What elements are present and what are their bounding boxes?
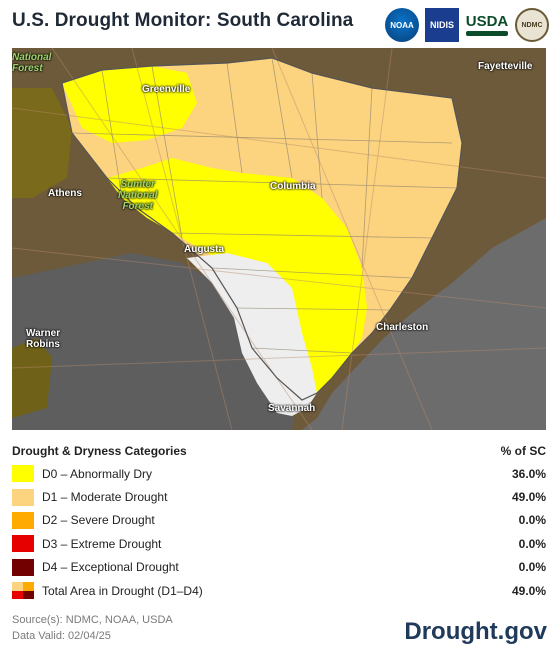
map-label-charleston: Charleston bbox=[376, 322, 429, 333]
forest-patch-southwest bbox=[12, 338, 52, 418]
map-label-savannah: Savannah bbox=[268, 403, 316, 414]
source-text: Source(s): NDMC, NOAA, USDA bbox=[12, 614, 173, 626]
map-label-fayetteville: Fayetteville bbox=[478, 61, 533, 72]
legend-value-d1: 49.0% bbox=[511, 490, 546, 505]
map-label-columbia: Columbia bbox=[270, 181, 316, 192]
drought-map[interactable]: National Forest Fayetteville Greenville … bbox=[12, 48, 546, 430]
drought-gov-link[interactable]: Drought.gov bbox=[404, 618, 547, 645]
sc-d0-upstate bbox=[62, 66, 197, 143]
legend-value-d0: 36.0% bbox=[511, 466, 546, 481]
legend-value-d2: 0.0% bbox=[518, 513, 546, 528]
legend-swatch-d1 bbox=[12, 488, 34, 506]
legend-value-total: 49.0% bbox=[511, 583, 546, 598]
map-label-sumter-forest: Sumter National Forest bbox=[118, 179, 158, 212]
map-label-warner-robins: Warner Robins bbox=[26, 328, 61, 350]
forest-patch-west bbox=[12, 88, 72, 198]
legend-value-d4: 0.0% bbox=[518, 560, 546, 575]
map-label-national-forest: National Forest bbox=[12, 52, 52, 74]
usda-logo-bar bbox=[466, 31, 508, 36]
nidis-logo[interactable]: NIDIS bbox=[425, 8, 459, 42]
legend-row-d3: D3 – Extreme Drought 0.0% bbox=[12, 532, 546, 555]
legend-heading: Drought & Dryness Categories bbox=[12, 444, 187, 458]
legend-label-d4: D4 – Exceptional Drought bbox=[42, 560, 179, 575]
legend-value-d3: 0.0% bbox=[518, 536, 546, 551]
logo-bar: NOAA NIDIS USDA NDMC bbox=[385, 8, 549, 42]
legend-label-d2: D2 – Severe Drought bbox=[42, 513, 155, 528]
legend-label-total: Total Area in Drought (D1–D4) bbox=[42, 583, 203, 598]
legend-header: Drought & Dryness Categories % of SC bbox=[12, 440, 546, 462]
footer-source: Source(s): NDMC, NOAA, USDA Data Valid: … bbox=[12, 612, 173, 644]
header: U.S. Drought Monitor: South Carolina NOA… bbox=[0, 0, 559, 46]
legend: Drought & Dryness Categories % of SC D0 … bbox=[12, 440, 546, 602]
ndmc-logo[interactable]: NDMC bbox=[515, 8, 549, 42]
legend-pct-heading: % of SC bbox=[500, 444, 546, 458]
legend-swatch-total bbox=[12, 582, 34, 600]
map-label-augusta: Augusta bbox=[184, 244, 224, 255]
legend-swatch-d4 bbox=[12, 558, 34, 576]
legend-row-d4: D4 – Exceptional Drought 0.0% bbox=[12, 556, 546, 579]
legend-row-d2: D2 – Severe Drought 0.0% bbox=[12, 509, 546, 532]
county-lines bbox=[71, 57, 458, 354]
legend-swatch-d0 bbox=[12, 465, 34, 483]
valid-date-text: Data Valid: 02/04/25 bbox=[12, 630, 111, 642]
map-svg bbox=[12, 48, 546, 430]
legend-label-d1: D1 – Moderate Drought bbox=[42, 490, 168, 505]
legend-row-total: Total Area in Drought (D1–D4) 49.0% bbox=[12, 579, 546, 602]
legend-row-d1: D1 – Moderate Drought 49.0% bbox=[12, 485, 546, 508]
map-label-greenville: Greenville bbox=[142, 84, 191, 95]
sc-outline bbox=[61, 57, 463, 401]
page-title: U.S. Drought Monitor: South Carolina bbox=[12, 10, 354, 31]
legend-swatch-d2 bbox=[12, 511, 34, 529]
legend-row-d0: D0 – Abnormally Dry 36.0% bbox=[12, 462, 546, 485]
road-lines bbox=[12, 48, 546, 430]
legend-swatch-d3 bbox=[12, 535, 34, 553]
usda-logo-text: USDA bbox=[465, 13, 509, 30]
sc-no-drought bbox=[187, 253, 317, 416]
legend-label-d0: D0 – Abnormally Dry bbox=[42, 466, 153, 481]
map-label-athens: Athens bbox=[48, 188, 82, 199]
legend-label-d3: D3 – Extreme Drought bbox=[42, 536, 162, 551]
usda-logo[interactable]: USDA bbox=[465, 8, 509, 42]
noaa-logo[interactable]: NOAA bbox=[385, 8, 419, 42]
